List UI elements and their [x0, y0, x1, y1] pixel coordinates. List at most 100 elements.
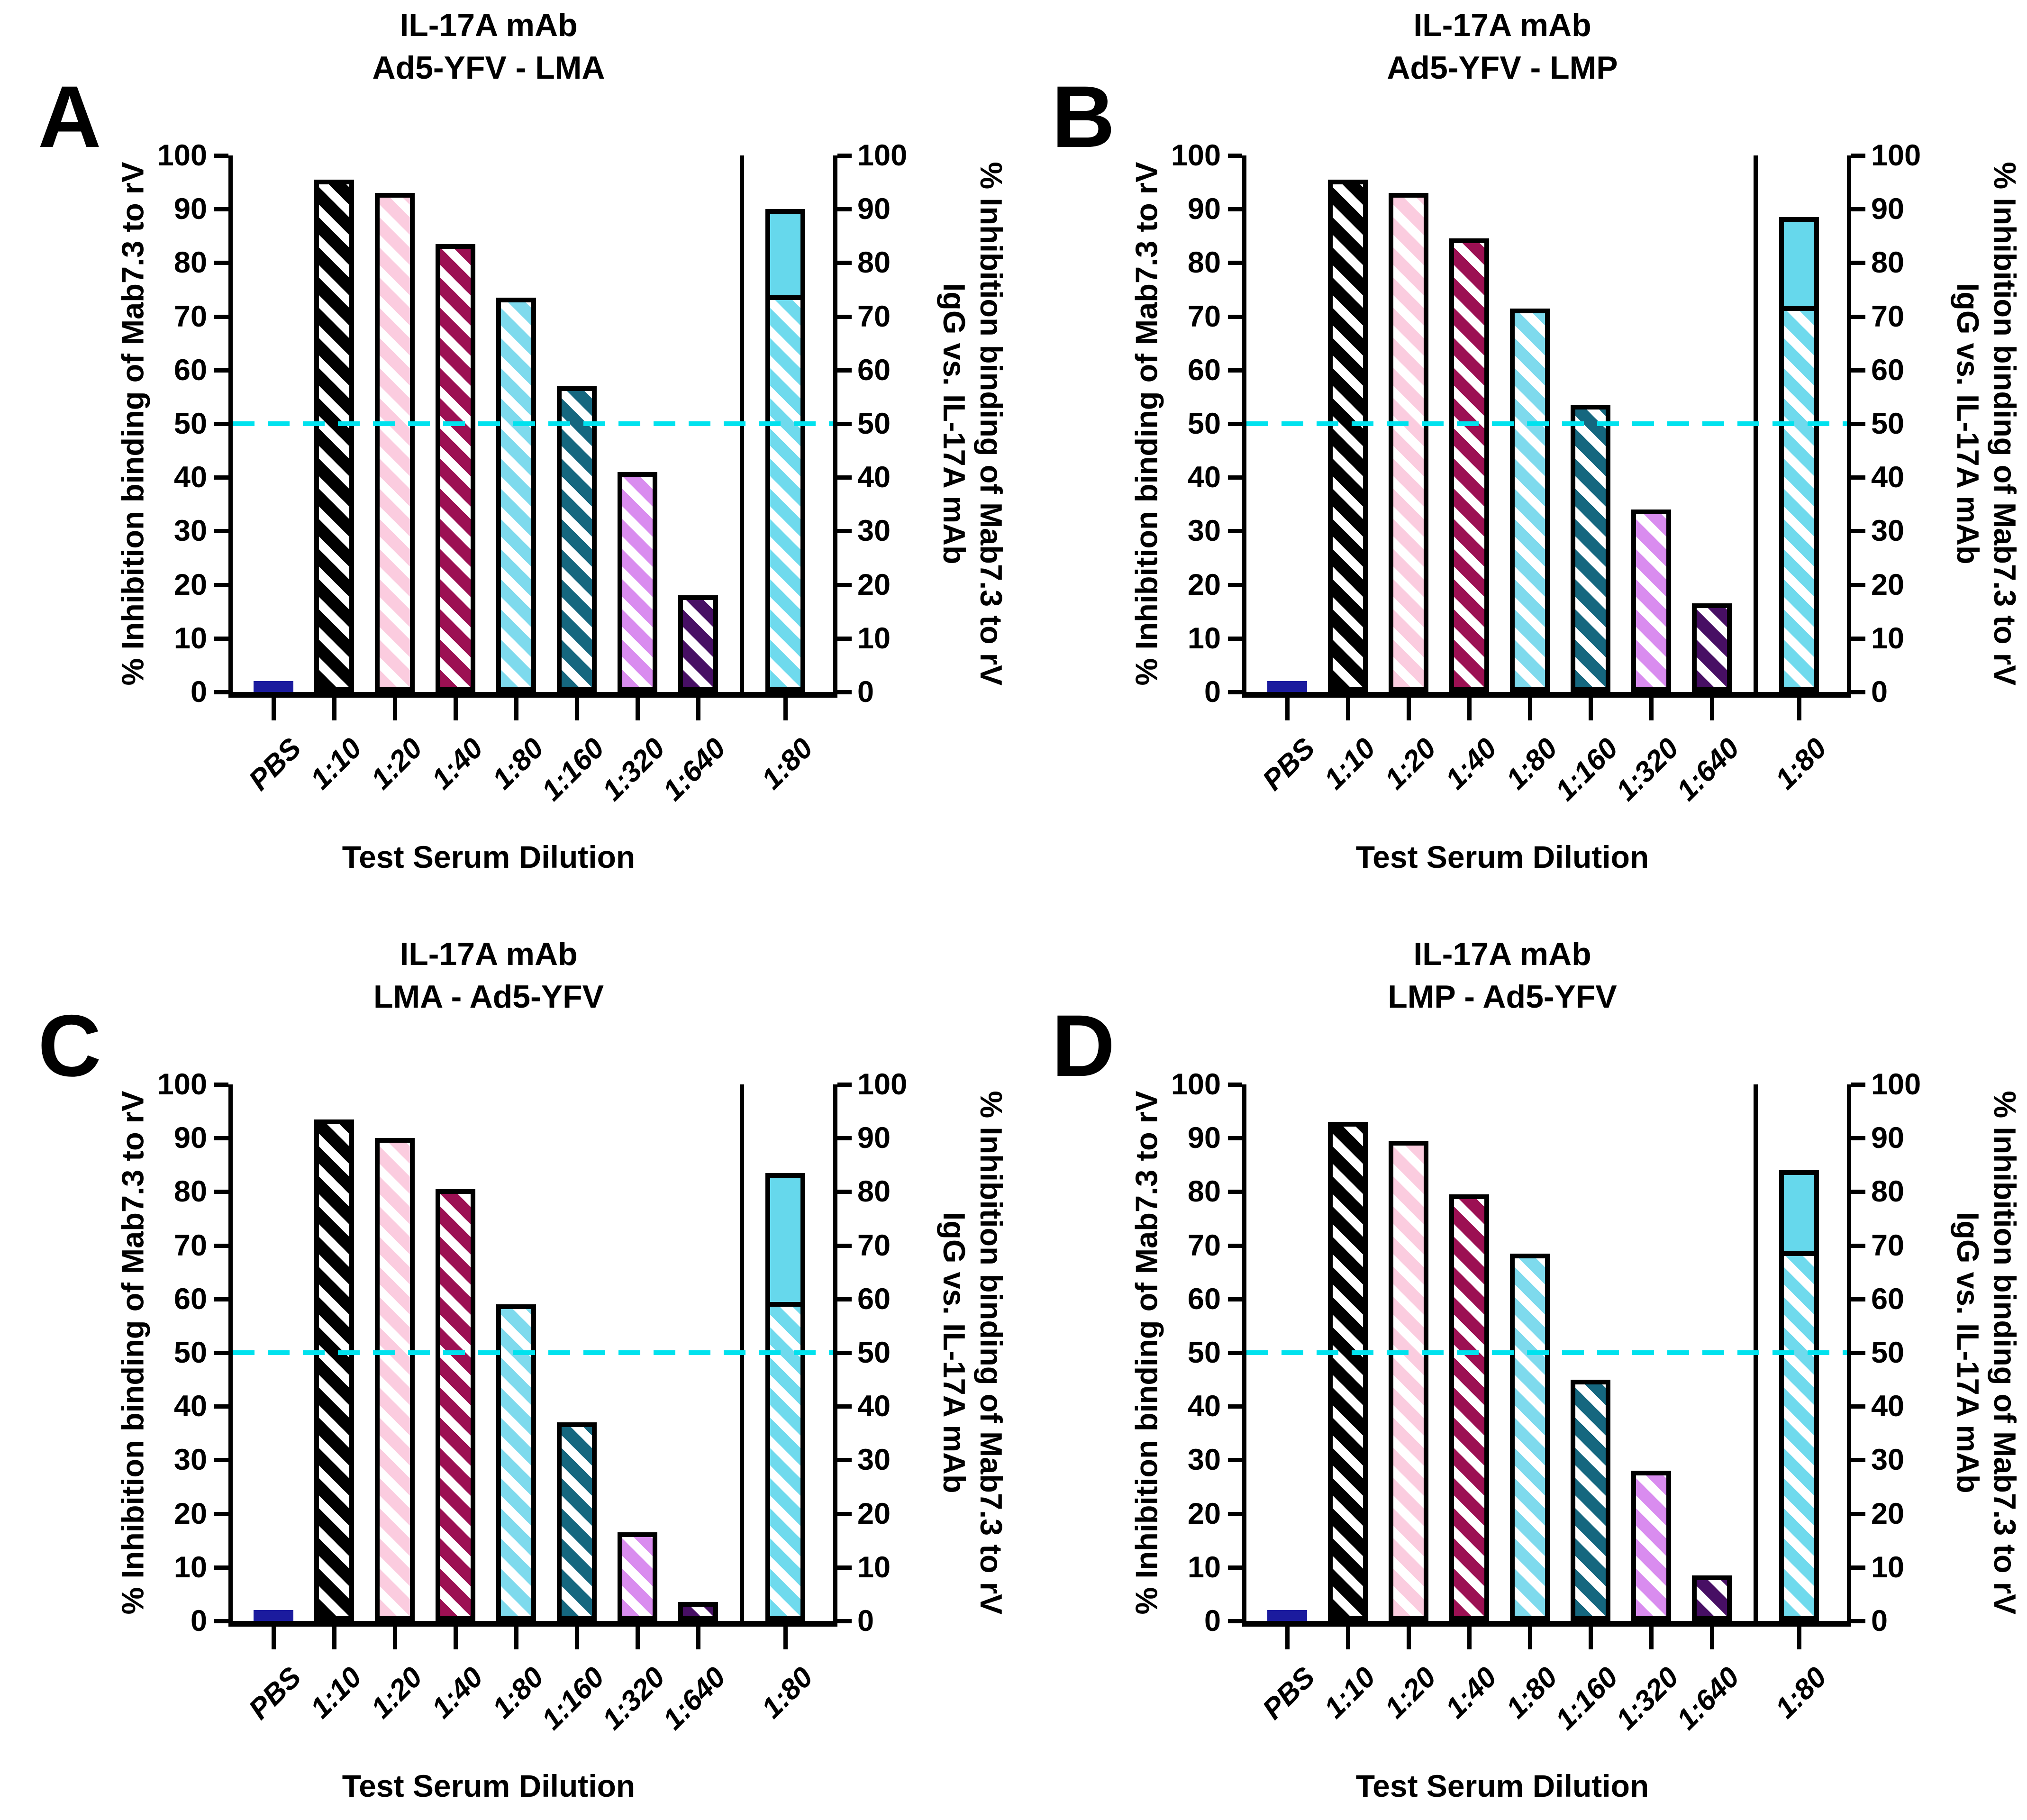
right-y-axis-label-line1: % Inhibition binding of Mab7.3 to rV — [974, 1091, 1009, 1615]
left-y-tick — [214, 529, 228, 534]
left-y-tick — [1228, 1243, 1242, 1248]
left-y-tick-label: 100 — [1171, 139, 1221, 172]
bar-1:640 — [1692, 1575, 1732, 1621]
left-y-tick-label: 70 — [1187, 300, 1221, 333]
left-y-tick-label: 70 — [173, 300, 207, 333]
x-tick — [272, 1627, 276, 1649]
left-y-tick — [1228, 1297, 1242, 1301]
x-tick-label: 1:160 — [535, 731, 610, 807]
left-y-tick — [1228, 582, 1242, 587]
right-y-tick-label: 80 — [1871, 1175, 1905, 1209]
plot-area: 0 0 10 10 20 20 30 30 40 40 50 50 60 60 70 70 80 80 90 90 10… — [1171, 1068, 1921, 1736]
x-tick — [454, 1627, 458, 1649]
x-tick — [1467, 698, 1472, 720]
left-y-tick-label: 10 — [1187, 621, 1221, 655]
left-y-tick-label: 60 — [1187, 1282, 1221, 1316]
x-tick-label: 1:640 — [656, 1660, 732, 1736]
right-y-tick-label: 100 — [1871, 1068, 1921, 1101]
right-y-tick-label: 100 — [1871, 139, 1921, 172]
right-y-tick-label: 10 — [1871, 1550, 1905, 1584]
panel-title-line1: IL-17A mAb — [400, 7, 578, 43]
right-y-tick-label: 10 — [857, 621, 891, 655]
left-y-tick-label: 80 — [173, 246, 207, 280]
bar-1:640 — [678, 1602, 718, 1621]
bar-1:10 — [314, 180, 354, 692]
bar-1:20 — [375, 1138, 415, 1621]
x-tick — [696, 698, 700, 720]
right-y-tick-label: 70 — [1871, 300, 1905, 333]
left-y-tick — [1228, 1511, 1242, 1516]
left-y-tick-label: 20 — [173, 1497, 207, 1530]
right-y-tick — [837, 1083, 852, 1087]
left-y-tick — [1228, 475, 1242, 480]
left-y-tick — [214, 314, 228, 319]
x-tick — [696, 1627, 700, 1649]
x-tick-label: 1:320 — [1609, 731, 1685, 807]
right-y-axis-label-line1: % Inhibition binding of Mab7.3 to rV — [974, 162, 1009, 686]
right-y-tick — [1851, 314, 1865, 319]
right-y-tick-label: 0 — [857, 1604, 874, 1638]
left-y-tick-label: 80 — [1187, 246, 1221, 280]
bar-1:20 — [1389, 1141, 1428, 1621]
bar-stacked-1:80 — [1779, 217, 1819, 692]
x-tick — [1285, 698, 1290, 720]
group-separator-line — [740, 1084, 744, 1627]
right-y-tick-label: 50 — [1871, 407, 1905, 440]
right-y-tick — [837, 636, 852, 641]
right-y-tick-label: 60 — [1871, 353, 1905, 387]
right-y-tick-label: 80 — [857, 246, 891, 280]
left-y-axis-line — [228, 155, 233, 698]
x-tick — [636, 698, 640, 720]
x-axis-line — [228, 692, 837, 698]
right-y-tick-label: 60 — [857, 353, 891, 387]
bar-1:80 — [496, 1304, 536, 1621]
right-y-tick — [1851, 1404, 1865, 1409]
x-axis-line — [1242, 1621, 1851, 1627]
threshold-dashed-line — [1246, 1350, 1847, 1355]
right-y-tick-label: 40 — [857, 1390, 891, 1423]
right-y-tick — [1851, 475, 1865, 480]
left-y-tick — [1228, 529, 1242, 534]
right-y-tick-label: 50 — [857, 1336, 891, 1369]
x-tick — [1710, 1627, 1714, 1649]
right-y-tick — [1851, 1458, 1865, 1463]
right-y-tick-label: 60 — [1871, 1282, 1905, 1316]
right-y-tick — [837, 207, 852, 212]
left-y-tick — [214, 1190, 228, 1194]
panel-letter: A — [38, 68, 101, 166]
right-y-tick-label: 30 — [1871, 1443, 1905, 1477]
left-y-tick-label: 0 — [1204, 675, 1221, 709]
right-y-tick — [837, 529, 852, 534]
x-tick-label: 1:20 — [1378, 731, 1442, 796]
right-y-tick-label: 0 — [1871, 1604, 1888, 1638]
right-y-axis-label-line1: % Inhibition binding of Mab7.3 to rV — [1988, 1091, 2022, 1615]
x-tick — [514, 698, 518, 720]
x-axis-title: Test Serum Dilution — [1355, 839, 1649, 874]
panel-b: B IL-17A mAb Ad5-YFV - LMP % Inhibition … — [1014, 0, 2027, 891]
left-y-tick — [214, 1619, 228, 1623]
right-y-tick — [837, 475, 852, 480]
right-y-axis-line — [833, 155, 837, 698]
x-tick — [1407, 698, 1411, 720]
x-tick — [393, 1627, 397, 1649]
left-y-tick-label: 10 — [173, 621, 207, 655]
x-tick — [1797, 1627, 1801, 1649]
right-y-tick — [1851, 207, 1865, 212]
right-y-tick-label: 100 — [857, 1068, 908, 1101]
x-tick — [783, 1627, 788, 1649]
right-y-tick — [1851, 154, 1865, 158]
left-y-tick — [1228, 1136, 1242, 1141]
x-tick-label: 1:10 — [1318, 1660, 1382, 1725]
left-y-tick — [214, 582, 228, 587]
threshold-dashed-line — [1246, 421, 1847, 426]
right-y-axis-line — [833, 1084, 837, 1627]
panel-title: IL-17A mAb LMP - Ad5-YFV — [1246, 933, 1758, 1018]
left-y-tick-label: 30 — [1187, 514, 1221, 548]
right-y-tick — [1851, 368, 1865, 373]
bar-1:160 — [1571, 405, 1610, 692]
left-y-tick-label: 50 — [173, 1336, 207, 1369]
panel-letter: B — [1052, 68, 1115, 166]
bar-1:40 — [1449, 1194, 1489, 1621]
plot-area: 0 0 10 10 20 20 30 30 40 40 50 50 60 60 70 70 80 80 90 90 10… — [1171, 139, 1921, 807]
bar-1:40 — [436, 244, 475, 692]
